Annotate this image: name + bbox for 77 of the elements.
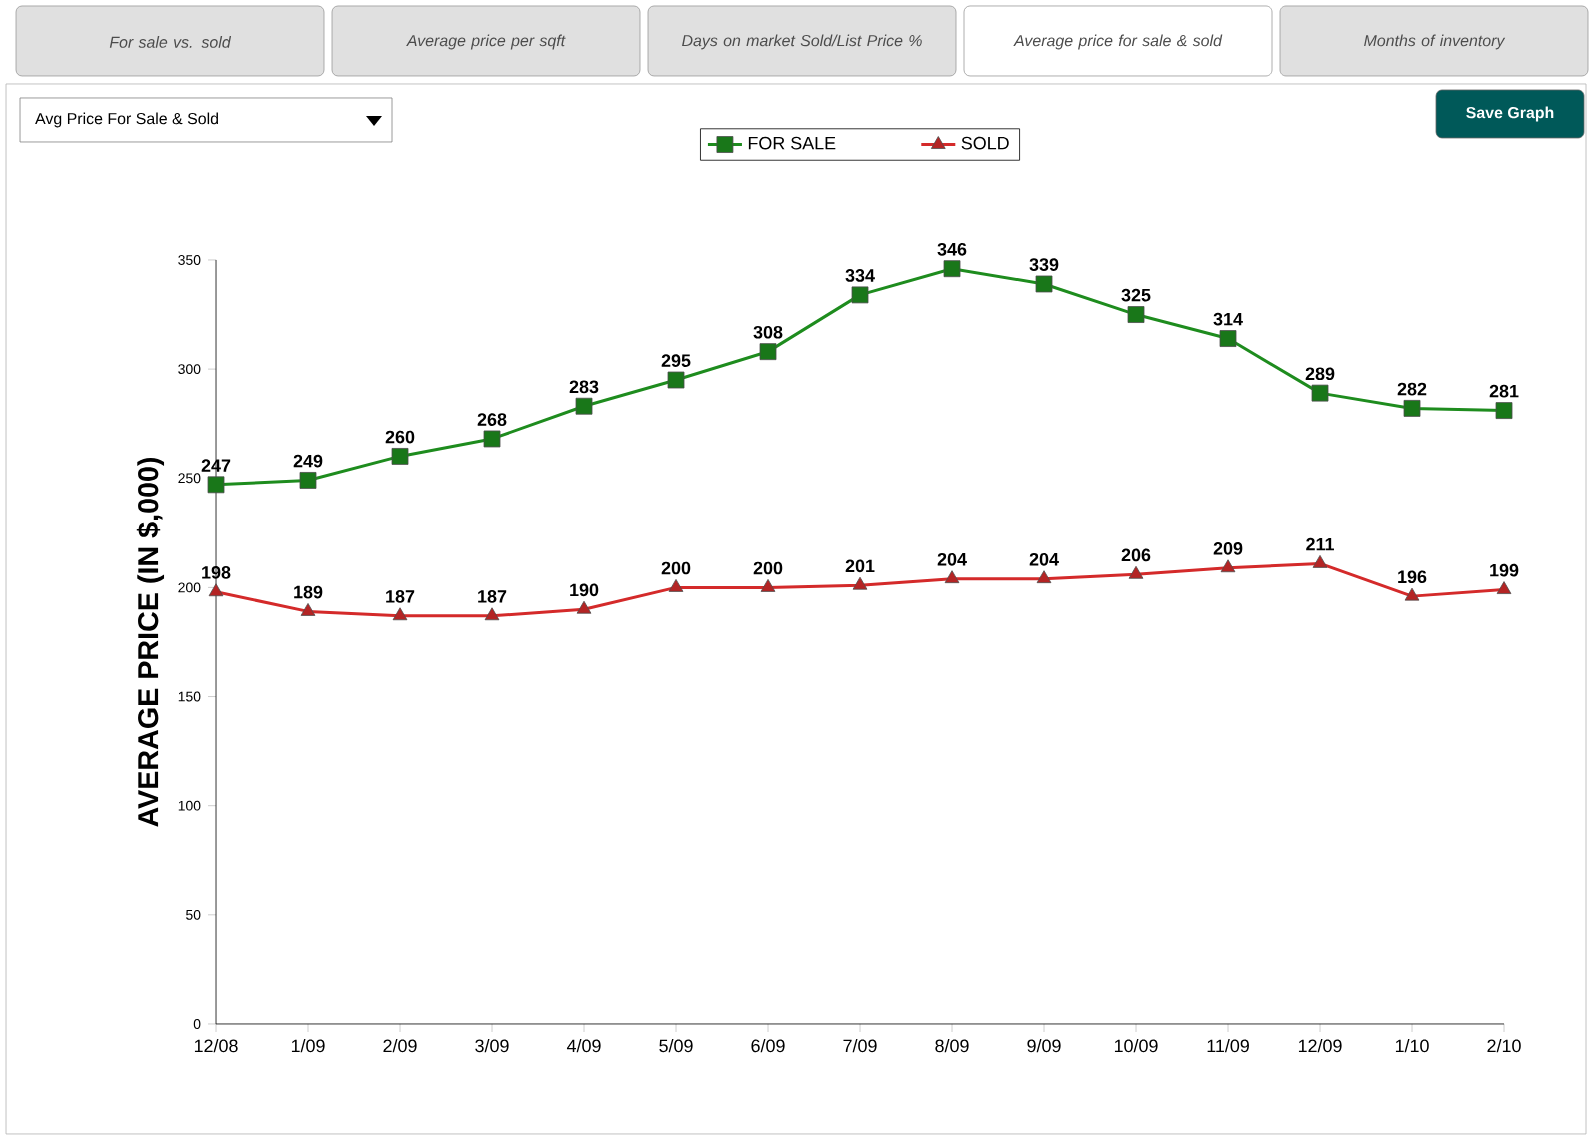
point xyxy=(1128,565,1144,579)
data-label: 268 xyxy=(477,413,507,426)
point xyxy=(1404,587,1420,601)
legend-label: FOR SALE xyxy=(748,136,836,150)
data-label: 190 xyxy=(570,583,599,597)
point xyxy=(575,397,593,415)
point xyxy=(392,607,408,621)
x-tick-label: 12/09 xyxy=(1298,1039,1342,1053)
x-tick-label: 7/09 xyxy=(843,1039,877,1053)
point xyxy=(851,286,869,304)
point xyxy=(483,430,501,448)
data-label: 281 xyxy=(1489,384,1519,398)
data-label: 201 xyxy=(845,559,875,573)
data-label: 204 xyxy=(1029,552,1059,566)
x-tick-label: 1/10 xyxy=(1395,1039,1429,1053)
data-label: 187 xyxy=(478,590,507,603)
data-label: 346 xyxy=(937,242,967,256)
data-label: 187 xyxy=(386,590,415,603)
data-label: 198 xyxy=(202,566,231,579)
x-tick-label: 12/08 xyxy=(194,1039,238,1053)
point xyxy=(207,476,225,494)
data-label: 206 xyxy=(1121,548,1151,562)
x-tick-label: 6/09 xyxy=(751,1039,785,1053)
data-label: 211 xyxy=(1306,537,1334,551)
point xyxy=(299,472,317,489)
data-label: 200 xyxy=(661,561,691,575)
data-label: 260 xyxy=(385,430,415,444)
data-label: 249 xyxy=(293,454,323,468)
data-label: 200 xyxy=(753,561,783,575)
data-label: 314 xyxy=(1213,312,1243,326)
legend-label: SOLD xyxy=(961,136,1009,150)
x-tick-label: 4/09 xyxy=(566,1039,601,1053)
data-label: 308 xyxy=(753,325,783,339)
x-tick-label: 8/09 xyxy=(935,1039,969,1053)
data-label: 209 xyxy=(1213,542,1243,555)
data-label: 283 xyxy=(569,380,599,394)
data-label: 199 xyxy=(1490,563,1519,577)
data-label: 325 xyxy=(1121,288,1151,302)
point xyxy=(1403,400,1421,417)
x-tick-label: 9/09 xyxy=(1027,1039,1061,1053)
x-tick-label: 2/10 xyxy=(1487,1039,1521,1053)
point xyxy=(943,260,961,278)
point xyxy=(852,576,868,590)
point xyxy=(1220,559,1236,573)
point xyxy=(1127,306,1145,323)
point xyxy=(1496,581,1512,594)
data-label: 282 xyxy=(1397,382,1427,396)
data-label: 247 xyxy=(201,459,231,472)
point xyxy=(391,448,409,465)
point xyxy=(667,371,685,389)
y-axis-title: AVERAGE PRICE (IN $,000) xyxy=(136,457,165,827)
data-label: 339 xyxy=(1029,258,1059,271)
point xyxy=(760,579,776,592)
point xyxy=(1311,384,1329,402)
point xyxy=(300,603,316,616)
point xyxy=(1219,330,1237,347)
point xyxy=(1036,570,1052,584)
x-tick-label: 5/09 xyxy=(659,1039,693,1053)
x-tick-label: 11/09 xyxy=(1207,1039,1249,1053)
data-label: 196 xyxy=(1398,570,1427,584)
point xyxy=(668,579,684,592)
point xyxy=(484,607,500,621)
point xyxy=(944,570,960,584)
data-label: 289 xyxy=(1305,367,1335,381)
x-tick-label: 1/09 xyxy=(291,1039,325,1053)
point xyxy=(576,600,592,614)
x-tick-label: 10/09 xyxy=(1114,1039,1158,1053)
x-tick-label: 3/09 xyxy=(475,1039,509,1053)
point xyxy=(1495,402,1513,419)
data-label: 295 xyxy=(661,354,691,367)
point xyxy=(759,343,777,361)
data-label: 204 xyxy=(937,552,967,566)
data-label: 189 xyxy=(294,585,323,599)
point xyxy=(1312,554,1328,568)
x-tick-label: 2/09 xyxy=(383,1039,417,1053)
data-label: 334 xyxy=(845,269,875,282)
point xyxy=(1035,275,1053,293)
